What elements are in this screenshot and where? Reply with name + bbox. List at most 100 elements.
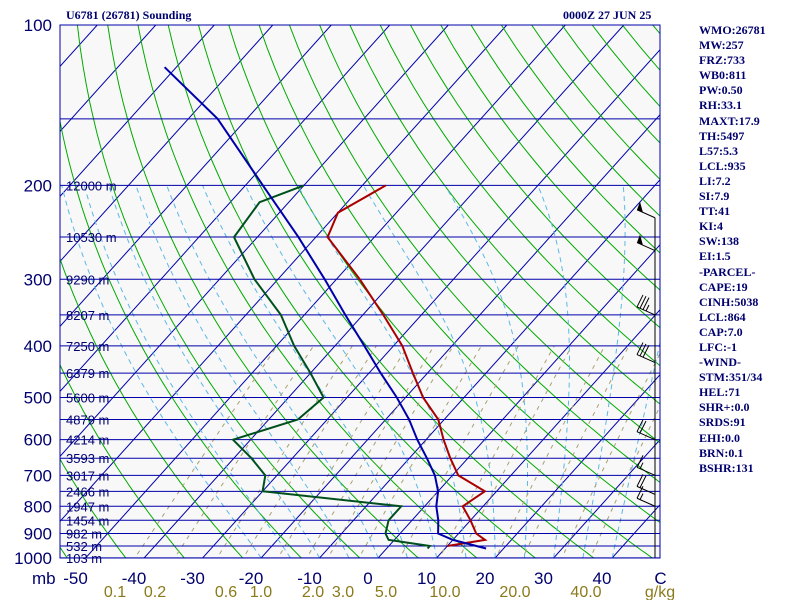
- dry-adiabat-line: [440, 25, 660, 291]
- dry-adiabat-line: [349, 25, 660, 405]
- temp-tick-label: C: [654, 569, 666, 588]
- mixing-ratio-line: [589, 405, 660, 558]
- index-item: STM:351/34: [699, 370, 763, 385]
- isotherm-line: [143, 25, 625, 558]
- height-label: 982 m: [66, 527, 102, 542]
- y-axis-label: mb: [32, 569, 56, 588]
- height-label: 4879 m: [66, 413, 109, 428]
- dry-adiabat-line: [258, 25, 660, 524]
- isotherm-line: [435, 308, 660, 558]
- isotherm-line: [60, 25, 215, 198]
- index-item: KI:4: [699, 219, 723, 234]
- temp-tick-label: 0: [363, 569, 372, 588]
- index-item: LFC:-1: [699, 339, 737, 354]
- mixing-ratio-label: 20.0: [499, 584, 530, 600]
- temp-tick-label: -50: [63, 569, 88, 588]
- height-label: 7250 m: [66, 339, 109, 354]
- index-item: -WIND-: [699, 355, 741, 370]
- wind-barb: [636, 455, 656, 476]
- index-item: EHI:0.0: [699, 430, 741, 445]
- isotherm-line: [494, 373, 660, 558]
- temperature-profile: [326, 184, 488, 547]
- pressure-tick-label: 400: [24, 337, 52, 356]
- mixing-ratio-label: 0.6: [215, 584, 237, 600]
- index-item: WMO:26781: [699, 23, 766, 37]
- mixing-ratio-label: 0.1: [104, 584, 126, 600]
- wind-barb: [636, 234, 656, 252]
- height-label: 1454 m: [66, 513, 109, 528]
- observation-time: 0000Z 27 JUN 25: [563, 8, 652, 22]
- dry-adiabat-line: [60, 257, 244, 558]
- height-label: 9290 m: [66, 272, 109, 287]
- index-item: HEL:71: [699, 385, 741, 400]
- moist-adiabat-line: [108, 185, 321, 558]
- temp-tick-label: 10: [417, 569, 436, 588]
- index-item: SI:7.9: [699, 189, 730, 204]
- temp-tick-label: -10: [297, 569, 322, 588]
- index-item: TH:5497: [699, 128, 745, 143]
- index-item: RH:33.1: [699, 98, 742, 113]
- dry-adiabat-line: [60, 118, 303, 558]
- pressure-tick-label: 900: [24, 525, 52, 544]
- dry-adiabat-line: [60, 363, 185, 558]
- isotherm-line: [60, 25, 332, 328]
- pressure-tick-label: 600: [24, 431, 52, 450]
- plot-frame: [59, 24, 661, 559]
- index-item: SHR+:0.0: [699, 400, 750, 415]
- index-item: MW:257: [699, 38, 744, 53]
- height-label: 2466 m: [66, 484, 109, 499]
- isotherm-line: [60, 25, 274, 263]
- mixing-ratio-line: [399, 345, 519, 558]
- pressure-tick-label: 800: [24, 497, 52, 516]
- index-item: BRN:0.1: [699, 445, 744, 460]
- isotherm-line: [377, 243, 660, 558]
- height-label: 10530 m: [66, 230, 117, 245]
- mixing-ratio-label: 40.0: [570, 584, 601, 600]
- height-label: 532 m: [66, 539, 102, 554]
- index-item: SW:138: [699, 234, 740, 249]
- index-item: L57:5.3: [699, 143, 738, 158]
- index-item: WB0:811: [699, 68, 747, 83]
- dry-adiabat-line: [319, 25, 660, 444]
- wind-barb: [636, 486, 656, 507]
- height-label: 3593 m: [66, 451, 109, 466]
- index-item: CAP:7.0: [699, 324, 743, 339]
- wind-barb: [636, 201, 656, 219]
- isotherm-line: [60, 25, 508, 523]
- height-label: 4214 m: [66, 433, 109, 448]
- mixing-ratio-line: [277, 345, 409, 558]
- dry-adiabat-line: [379, 25, 660, 367]
- dewpoint-profile: [231, 184, 432, 550]
- mixing-ratio-line: [306, 345, 435, 558]
- parcel-profile: [163, 66, 487, 550]
- dry-adiabat-line: [76, 25, 361, 558]
- mixing-ratio-line: [358, 345, 482, 558]
- pressure-tick-label: 300: [24, 270, 52, 289]
- index-item: BSHR:131: [699, 460, 754, 475]
- isotherm-line: [318, 178, 660, 558]
- mixing-ratio-line: [327, 345, 454, 558]
- isotherm-line: [60, 25, 449, 458]
- station-title: U6781 (26781) Sounding: [66, 8, 192, 22]
- dry-adiabat-line: [107, 25, 420, 558]
- height-label: 12000 m: [66, 178, 117, 193]
- mixing-ratio-lines: [134, 345, 660, 558]
- index-item: PW:0.50: [699, 83, 743, 98]
- mixing-ratio-label: 5.0: [375, 584, 397, 600]
- height-label: 1947 m: [66, 499, 109, 514]
- height-label: 8207 m: [66, 308, 109, 323]
- index-item: FRZ:733: [699, 53, 745, 68]
- height-label: 6379 m: [66, 366, 109, 381]
- wind-barb: [636, 342, 656, 364]
- mixing-ratio-label: 1.0: [250, 584, 272, 600]
- pressure-tick-label: 500: [24, 388, 52, 407]
- wind-barbs: [636, 201, 656, 558]
- dry-adiabat-line: [470, 25, 660, 254]
- mixing-ratio-line: [242, 345, 377, 558]
- temp-tick-label: 30: [534, 569, 553, 588]
- isotherm-line: [84, 25, 566, 558]
- dry-adiabat-line: [198, 25, 595, 558]
- index-item: CINH:5038: [699, 294, 759, 309]
- pressure-tick-label: 100: [24, 16, 52, 35]
- index-item: LI:7.2: [699, 173, 731, 188]
